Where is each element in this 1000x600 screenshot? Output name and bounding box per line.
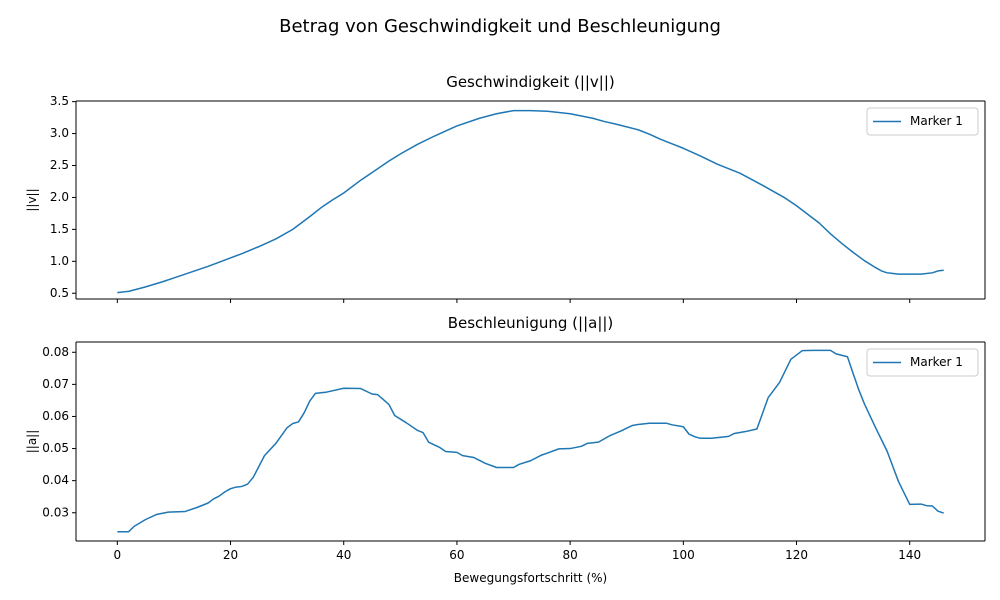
y-tick-label: 0.04 — [42, 473, 69, 487]
legend: Marker 1 — [866, 107, 979, 136]
x-tick-label: 100 — [672, 548, 695, 562]
y-tick-label: 3.0 — [50, 126, 69, 140]
x-axis-label: Bewegungsfortschritt (%) — [454, 571, 607, 585]
legend: Marker 1 — [866, 348, 979, 377]
x-tick-label: 40 — [336, 548, 351, 562]
acceleration-panel: 0 20 40 60 80 100 120 140 0.03 0.04 0.05 0.06 0.07 0.… — [25, 314, 986, 585]
y-tick-label: 3.5 — [50, 94, 69, 108]
velocity-panel: 0.5 1.0 1.5 2.0 2.5 3.0 3.5 Geschwindigkeit (||… — [25, 73, 986, 303]
y-tick-label: 2.0 — [50, 190, 69, 204]
y-tick-label: 2.5 — [50, 158, 69, 172]
x-tick-label: 120 — [785, 548, 808, 562]
y-tick-label: 0.08 — [42, 345, 69, 359]
legend-box — [866, 348, 979, 377]
legend-box — [866, 107, 979, 136]
plot-area — [76, 101, 985, 299]
y-tick-label: 1.0 — [50, 254, 69, 268]
y-tick-label: 0.5 — [50, 286, 69, 300]
legend-label: Marker 1 — [910, 114, 963, 128]
x-tick-label: 20 — [223, 548, 238, 562]
y-tick-label: 1.5 — [50, 222, 69, 236]
x-tick-label: 140 — [898, 548, 921, 562]
y-axis-label: ||v|| — [25, 188, 39, 211]
plot-area — [76, 342, 985, 541]
series-line-0 — [117, 109, 944, 294]
panel-title: Beschleunigung (||a||) — [448, 314, 614, 332]
legend-label: Marker 1 — [910, 355, 963, 369]
x-tick-label: 60 — [449, 548, 464, 562]
figure-suptitle: Betrag von Geschwindigkeit und Beschleun… — [279, 16, 721, 37]
x-tick-label: 80 — [562, 548, 577, 562]
y-axis-label: ||a|| — [25, 430, 39, 454]
panel-title: Geschwindigkeit (||v||) — [446, 73, 615, 91]
y-tick-label: 0.05 — [42, 441, 69, 455]
y-tick-label: 0.07 — [42, 377, 69, 391]
x-tick-label: 0 — [113, 548, 121, 562]
y-tick-label: 0.03 — [42, 505, 69, 519]
y-tick-label: 0.06 — [42, 409, 69, 423]
series-line-0 — [117, 349, 944, 533]
